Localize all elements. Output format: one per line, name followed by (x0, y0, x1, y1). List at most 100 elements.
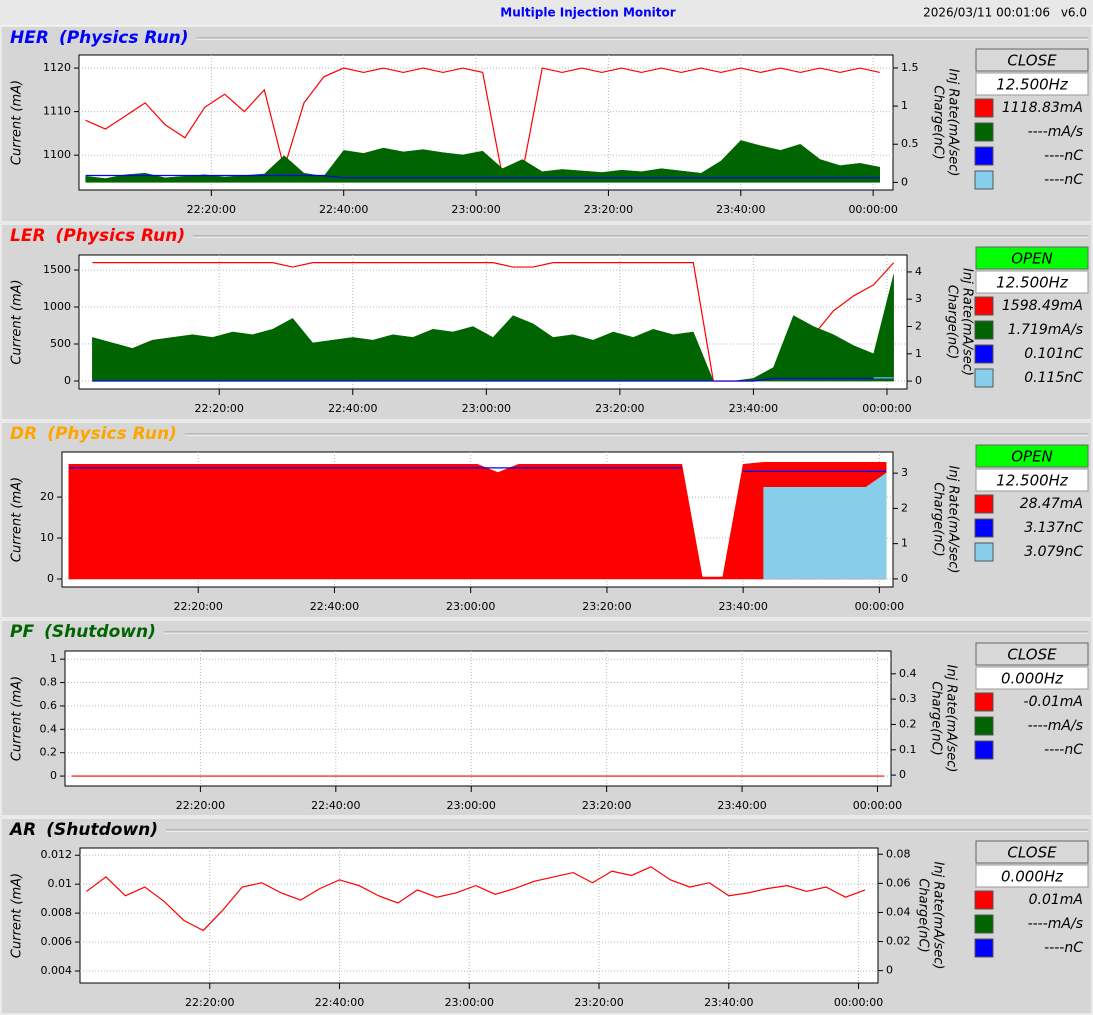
timestamp: 2026/03/11 00:01:06 (923, 6, 1050, 20)
series-group (85, 67, 881, 183)
y2-tick-label: 0.06 (886, 876, 911, 889)
y2-tick-label: 1 (915, 347, 922, 360)
legend-swatch (974, 890, 994, 910)
x-tick-label: 22:20:00 (195, 402, 244, 415)
y-axis-label: Current (mA) (10, 279, 25, 364)
legend-swatch (974, 542, 994, 562)
y-tick-label: 1500 (43, 263, 71, 276)
y2-tick-label: 3 (901, 466, 908, 479)
y-axis-label: Current (mA) (10, 477, 25, 562)
plot-area (79, 847, 879, 984)
rate: 0.000Hz (1001, 670, 1064, 688)
legend-label: ----nC (1044, 148, 1083, 164)
y2-tick-label: 1 (901, 537, 908, 550)
legend-swatch (974, 692, 994, 712)
y-tick-label: 0.004 (41, 964, 73, 977)
y2-axis-label: Charge(nC) (931, 482, 946, 556)
legend-label: 0.01mA (1029, 892, 1083, 908)
y2-tick-label: 2 (901, 501, 908, 514)
y2-axis-label: Inj Rate(mA/sec) (946, 69, 961, 177)
series-line (92, 377, 894, 382)
legend-label: 0.115nC (1024, 370, 1083, 386)
legend-label: 28.47mA (1020, 496, 1083, 512)
legend-swatch (974, 170, 994, 190)
y2-tick-label: 0 (899, 768, 906, 781)
rate-box (975, 864, 1089, 888)
series-group (68, 461, 887, 580)
y2-axis-label: Inj Rate(mA/sec) (960, 268, 975, 376)
gate-button (975, 246, 1089, 270)
panel-title: HER (10, 28, 49, 48)
y-tick-label: 1100 (43, 148, 71, 161)
y2-tick-label: 0 (901, 175, 908, 188)
y-tick-label: 1120 (43, 61, 71, 74)
legend-swatch (974, 494, 994, 514)
legend-label: ----mA/s (1028, 124, 1083, 140)
y2-tick-label: 0.02 (886, 935, 911, 948)
legend-swatch (974, 344, 994, 364)
legend-swatch (974, 716, 994, 736)
legend-label: 3.079nC (1024, 544, 1083, 560)
series-line (85, 174, 880, 179)
x-tick-label: 22:40:00 (328, 402, 377, 415)
y2-tick-label: 2 (915, 320, 922, 333)
version: v6.0 (1061, 6, 1087, 20)
x-tick-label: 00:00:00 (853, 799, 902, 812)
series-group (92, 262, 895, 382)
panel-status: (Shutdown) (44, 622, 156, 642)
gate-state: CLOSE (1007, 646, 1057, 664)
legend-label: ----nC (1044, 742, 1083, 758)
y2-tick-label: 1.5 (901, 61, 919, 74)
y-axis-label: Current (mA) (10, 676, 25, 761)
x-tick-label: 22:20:00 (174, 600, 223, 613)
panel-title: AR (8, 820, 36, 840)
y2-tick-label: 0.3 (899, 692, 917, 705)
y2-axis-label: Charge(nC) (931, 85, 946, 159)
gate-button (975, 48, 1089, 72)
plot-area (64, 650, 892, 787)
gate-button (975, 840, 1089, 864)
y-tick-label: 0.2 (40, 746, 58, 759)
y-tick-label: 20 (40, 490, 54, 503)
legend-label: -0.01mA (1024, 694, 1083, 710)
y2-tick-label: 0.04 (886, 905, 911, 918)
x-tick-label: 23:40:00 (716, 203, 765, 216)
gate-state: OPEN (1011, 250, 1053, 268)
x-tick-label: 22:40:00 (310, 600, 359, 613)
y-tick-label: 0.4 (40, 722, 58, 735)
rate-box (975, 72, 1089, 96)
y2-axis-label: Charge(nC) (945, 285, 960, 359)
y2-tick-label: 0.4 (899, 667, 917, 680)
y2-axis-label: Charge(nC) (916, 878, 931, 952)
series-area (92, 274, 894, 382)
x-tick-label: 23:00:00 (445, 996, 494, 1009)
panel-status: (Physics Run) (47, 424, 177, 444)
legend-label: 1.719mA/s (1008, 322, 1083, 338)
x-tick-label: 23:20:00 (595, 402, 644, 415)
series-group (86, 866, 866, 932)
legend-label: 1118.83mA (1002, 100, 1083, 116)
x-tick-label: 23:00:00 (447, 799, 496, 812)
legend-swatch (974, 938, 994, 958)
x-tick-label: 00:00:00 (848, 203, 897, 216)
x-tick-label: 23:00:00 (451, 203, 500, 216)
series-area (763, 472, 887, 580)
legend-label: ----mA/s (1028, 916, 1083, 932)
x-tick-label: 22:40:00 (315, 996, 364, 1009)
y-tick-label: 1 (50, 652, 57, 665)
y2-axis-label: Inj Rate(mA/sec) (944, 665, 959, 773)
x-tick-label: 00:00:00 (834, 996, 883, 1009)
series-line (85, 67, 880, 178)
x-tick-label: 23:40:00 (729, 402, 778, 415)
series-line (68, 467, 887, 472)
y-tick-label: 0 (50, 769, 57, 782)
legend-swatch (974, 914, 994, 934)
y2-tick-label: 0 (915, 374, 922, 387)
y-tick-label: 1000 (43, 300, 71, 313)
legend-swatch (974, 320, 994, 340)
gate-state: OPEN (1011, 448, 1053, 466)
y2-tick-label: 0.1 (899, 743, 917, 756)
x-tick-label: 22:20:00 (176, 799, 225, 812)
x-tick-label: 00:00:00 (862, 402, 911, 415)
y-tick-label: 0.6 (40, 699, 58, 712)
